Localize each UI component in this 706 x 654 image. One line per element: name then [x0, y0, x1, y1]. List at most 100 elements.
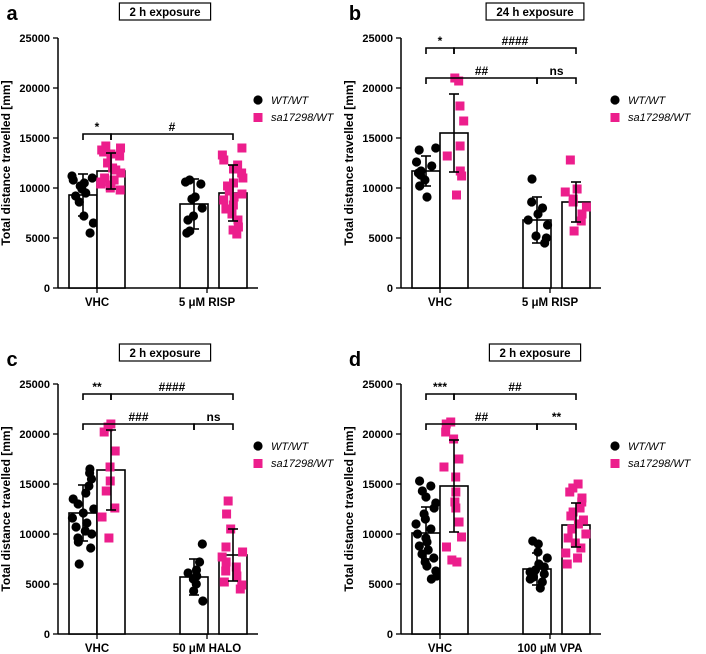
- significance-bracket: [453, 393, 577, 400]
- data-point: [116, 143, 126, 153]
- data-point: [96, 179, 106, 189]
- data-point: [109, 175, 119, 185]
- data-point: [196, 179, 206, 189]
- significance-bracket: [193, 423, 234, 430]
- data-point: [238, 547, 248, 557]
- panel-title-box: [118, 2, 212, 21]
- significance-label: ***: [433, 380, 447, 394]
- data-point: [110, 503, 120, 513]
- data-point: [454, 517, 464, 527]
- y-tick-label: 20000: [19, 83, 50, 95]
- y-axis-label: Total distance travelled [mm]: [0, 80, 13, 245]
- data-point: [421, 492, 431, 502]
- data-point: [563, 533, 573, 543]
- data-point: [426, 481, 436, 491]
- data-point: [581, 529, 591, 539]
- data-point: [231, 562, 241, 572]
- data-point: [87, 529, 97, 539]
- significance-bracket: [425, 393, 455, 400]
- data-point: [561, 548, 571, 558]
- data-point: [566, 511, 576, 521]
- legend-label: WT/WT: [271, 95, 310, 107]
- x-tick-label: 5 μM RISP: [522, 297, 579, 309]
- data-point: [103, 158, 113, 168]
- y-tick-label: 0: [387, 629, 393, 641]
- data-point: [103, 422, 113, 432]
- significance-bracket: [110, 393, 234, 400]
- data-point: [86, 543, 96, 553]
- y-tick-label: 0: [44, 629, 50, 641]
- data-point: [198, 596, 208, 606]
- data-point: [542, 220, 553, 230]
- data-point: [573, 479, 583, 489]
- data-point: [531, 231, 541, 241]
- data-point: [197, 203, 207, 213]
- data-point: [221, 566, 231, 576]
- data-point: [533, 547, 543, 557]
- data-point: [578, 515, 588, 525]
- data-point: [451, 487, 461, 497]
- data-point: [111, 165, 121, 175]
- legend-marker-wt: [610, 441, 620, 451]
- data-point: [415, 181, 425, 191]
- legend-marker-het: [253, 459, 263, 468]
- data-point: [104, 533, 114, 543]
- y-tick-label: 20000: [362, 83, 393, 95]
- data-point: [219, 155, 229, 165]
- significance-label: ##: [475, 64, 489, 78]
- data-point: [233, 215, 243, 225]
- y-tick-label: 5000: [26, 233, 50, 245]
- y-tick-label: 20000: [362, 429, 393, 441]
- y-tick-label: 10000: [19, 529, 50, 541]
- legend-label: WT/WT: [271, 441, 310, 453]
- significance-label: #: [169, 120, 176, 134]
- y-tick-label: 25000: [19, 33, 50, 45]
- y-axis-label: Total distance travelled [mm]: [342, 80, 356, 245]
- data-point: [183, 568, 193, 578]
- panel-title: 2 h exposure: [500, 348, 571, 360]
- data-point: [539, 569, 549, 579]
- data-point: [217, 150, 227, 160]
- data-point: [452, 557, 462, 567]
- data-point: [527, 174, 537, 184]
- y-tick-label: 20000: [19, 429, 50, 441]
- data-point: [110, 446, 120, 456]
- legend-label: WT/WT: [628, 95, 667, 107]
- data-point: [449, 434, 459, 444]
- data-point: [85, 228, 95, 238]
- data-point: [429, 553, 439, 563]
- y-tick-label: 15000: [362, 479, 393, 491]
- legend-label: sa17298/WT: [628, 458, 692, 470]
- legend-label: sa17298/WT: [271, 112, 335, 124]
- data-point: [442, 542, 452, 552]
- x-tick-label: VHC: [85, 643, 109, 654]
- data-point: [97, 512, 107, 522]
- data-point: [82, 518, 92, 528]
- legend-marker-het: [610, 459, 620, 468]
- data-point: [232, 571, 242, 581]
- data-point: [565, 155, 575, 165]
- data-point: [523, 215, 533, 225]
- y-axis-label: Total distance travelled [mm]: [342, 426, 356, 591]
- chart-panel-d: d 2 h exposure 0 5000 10000 15000 20000 25000 To…: [342, 343, 692, 654]
- significance-label: ##: [475, 410, 489, 424]
- data-point: [223, 496, 233, 506]
- significance-bracket: [536, 77, 577, 84]
- data-point: [68, 175, 78, 185]
- data-point: [412, 529, 423, 539]
- data-point: [222, 509, 232, 519]
- data-point: [115, 185, 125, 195]
- data-point: [422, 192, 432, 202]
- y-tick-label: 0: [44, 283, 50, 295]
- data-point: [455, 141, 465, 151]
- data-point: [447, 555, 457, 565]
- data-point: [414, 541, 424, 551]
- panel-letter: c: [6, 349, 17, 371]
- data-point: [422, 537, 432, 547]
- data-point: [542, 553, 552, 563]
- data-point: [562, 559, 572, 569]
- y-tick-label: 10000: [19, 183, 50, 195]
- data-point: [441, 427, 451, 437]
- significance-bracket: [82, 393, 112, 400]
- x-tick-label: VHC: [428, 297, 452, 309]
